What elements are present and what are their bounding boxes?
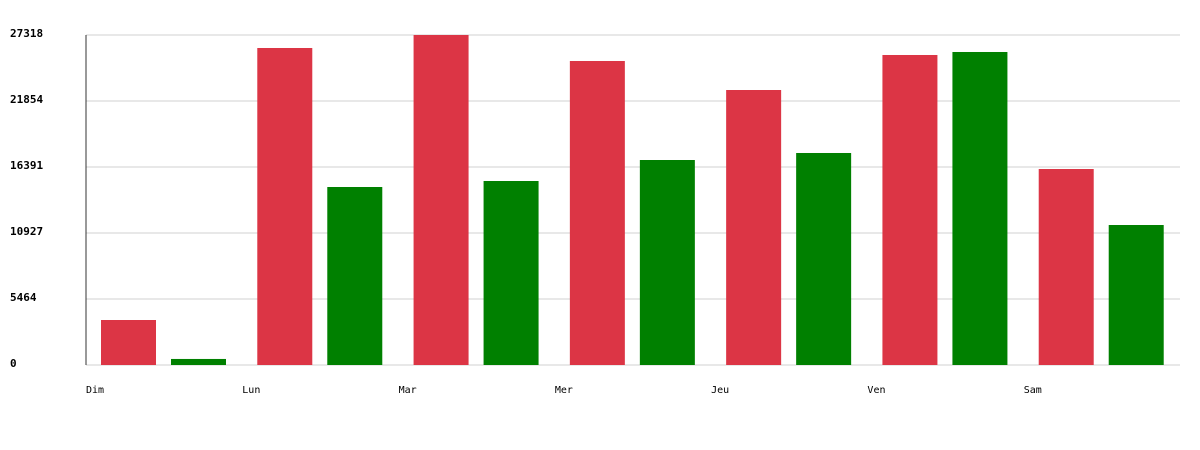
x-tick-label: Dim — [86, 385, 104, 396]
y-tick-label: 27318 — [10, 27, 43, 40]
bar — [569, 60, 625, 366]
x-tick-label: Ven — [867, 385, 885, 396]
x-tick-label: Sam — [1024, 385, 1042, 396]
y-tick-label: 21854 — [10, 93, 43, 106]
bar — [483, 180, 539, 365]
y-tick-label: 5464 — [10, 291, 37, 304]
bar — [796, 152, 852, 365]
x-tick-label: Lun — [242, 385, 260, 396]
bar — [327, 187, 383, 365]
bar — [101, 320, 156, 365]
bar — [171, 358, 226, 365]
bar — [726, 90, 782, 365]
bar — [639, 160, 695, 365]
bar — [1108, 225, 1164, 365]
x-tick-label: Jeu — [711, 385, 729, 396]
bar — [952, 51, 1008, 365]
x-tick-label: Mar — [399, 385, 417, 396]
bar — [1038, 169, 1094, 365]
x-tick-label: Mer — [555, 385, 573, 396]
bar — [882, 54, 938, 366]
y-tick-label: 0 — [10, 357, 17, 370]
bar — [257, 47, 313, 366]
y-tick-label: 16391 — [10, 159, 43, 172]
bar — [413, 35, 469, 365]
y-tick-label: 10927 — [10, 225, 43, 238]
